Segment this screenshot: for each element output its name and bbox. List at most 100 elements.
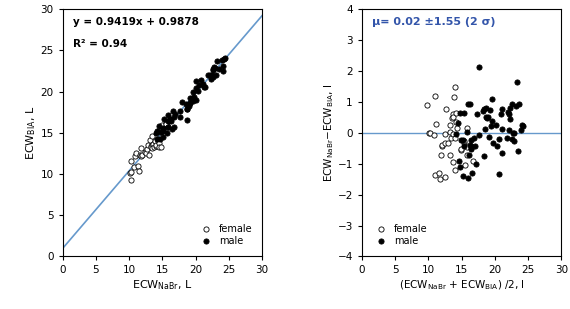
Point bbox=[482, 114, 491, 119]
Point bbox=[209, 65, 218, 70]
Point bbox=[219, 57, 228, 62]
Point bbox=[182, 102, 191, 107]
Point bbox=[131, 153, 140, 158]
Point bbox=[203, 73, 212, 78]
Point bbox=[182, 117, 192, 122]
Point bbox=[456, 111, 465, 116]
Point bbox=[452, 131, 461, 136]
Point bbox=[155, 129, 164, 134]
Point bbox=[466, 137, 475, 142]
Text: R² = 0.94: R² = 0.94 bbox=[73, 39, 127, 49]
Point bbox=[175, 108, 184, 113]
Point bbox=[516, 127, 526, 132]
Point bbox=[487, 97, 496, 102]
Point bbox=[431, 121, 441, 126]
Y-axis label: ECW$_{\mathregular{NaBr}}$$-$ECW$_{\mathregular{BIA}}$, l: ECW$_{\mathregular{NaBr}}$$-$ECW$_{\math… bbox=[323, 84, 336, 182]
Point bbox=[466, 144, 475, 149]
Point bbox=[158, 135, 168, 140]
Point bbox=[450, 95, 459, 100]
Legend: female, male: female, male bbox=[371, 223, 429, 247]
Point bbox=[209, 67, 218, 72]
Point bbox=[143, 142, 152, 147]
Point bbox=[143, 146, 152, 151]
Point bbox=[465, 152, 474, 157]
Point bbox=[153, 137, 162, 142]
Point bbox=[169, 124, 178, 129]
Point bbox=[470, 136, 479, 141]
Point bbox=[454, 120, 463, 125]
Point bbox=[185, 101, 194, 106]
Point bbox=[211, 72, 220, 77]
Point bbox=[463, 152, 472, 157]
Point bbox=[481, 127, 490, 132]
Point bbox=[157, 123, 166, 128]
Point bbox=[486, 107, 495, 112]
Legend: female, male: female, male bbox=[196, 223, 253, 247]
Point bbox=[164, 125, 173, 130]
Point bbox=[201, 84, 210, 89]
Point bbox=[175, 114, 184, 119]
Point bbox=[503, 110, 512, 115]
Point bbox=[437, 144, 446, 149]
Point bbox=[185, 104, 194, 108]
Point bbox=[451, 119, 461, 124]
Point bbox=[467, 146, 476, 151]
Point bbox=[129, 165, 139, 170]
Point bbox=[434, 170, 443, 175]
Point bbox=[475, 64, 484, 69]
Point bbox=[152, 129, 161, 133]
Point bbox=[446, 130, 455, 135]
Point bbox=[449, 114, 458, 119]
Point bbox=[425, 130, 434, 135]
Point bbox=[162, 122, 171, 127]
Point bbox=[460, 163, 469, 167]
Point bbox=[146, 144, 156, 149]
Point bbox=[158, 128, 167, 133]
Point bbox=[482, 106, 491, 111]
Point bbox=[170, 114, 179, 119]
Point bbox=[208, 67, 217, 72]
Point bbox=[210, 66, 219, 70]
Point bbox=[205, 72, 214, 77]
X-axis label: (ECW$_{\mathregular{NaBr}}$ + ECW$_{\mathregular{BIA}}$) /2, l: (ECW$_{\mathregular{NaBr}}$ + ECW$_{\mat… bbox=[399, 278, 524, 292]
Point bbox=[188, 95, 197, 100]
Point bbox=[127, 169, 136, 174]
Point bbox=[508, 136, 517, 141]
Point bbox=[135, 169, 144, 174]
Point bbox=[184, 102, 193, 107]
Point bbox=[450, 135, 459, 140]
Point bbox=[137, 153, 146, 158]
Text: y = 0.9419x + 0.9878: y = 0.9419x + 0.9878 bbox=[73, 17, 198, 27]
Point bbox=[462, 125, 471, 130]
Point bbox=[479, 106, 488, 111]
Point bbox=[429, 132, 438, 137]
Point bbox=[446, 135, 455, 140]
Point bbox=[495, 136, 504, 141]
Point bbox=[498, 150, 507, 155]
Point bbox=[133, 163, 142, 168]
Point bbox=[170, 112, 179, 116]
Point bbox=[212, 58, 221, 63]
Point bbox=[153, 139, 162, 144]
Point bbox=[448, 112, 457, 117]
Point bbox=[482, 116, 491, 121]
Point bbox=[167, 127, 176, 132]
Point bbox=[457, 138, 466, 142]
Point bbox=[483, 114, 492, 119]
Point bbox=[140, 150, 149, 154]
Point bbox=[443, 141, 452, 146]
Point bbox=[515, 101, 524, 106]
Point bbox=[518, 122, 527, 127]
Point bbox=[445, 153, 454, 158]
Point bbox=[220, 55, 229, 60]
Point bbox=[146, 143, 156, 148]
Point bbox=[166, 116, 175, 121]
Point bbox=[454, 158, 463, 163]
Point bbox=[188, 90, 197, 95]
Point bbox=[511, 104, 520, 109]
Point bbox=[504, 128, 514, 133]
Point bbox=[455, 164, 464, 169]
Point bbox=[186, 100, 195, 105]
Point bbox=[456, 147, 465, 152]
Point bbox=[165, 119, 174, 124]
